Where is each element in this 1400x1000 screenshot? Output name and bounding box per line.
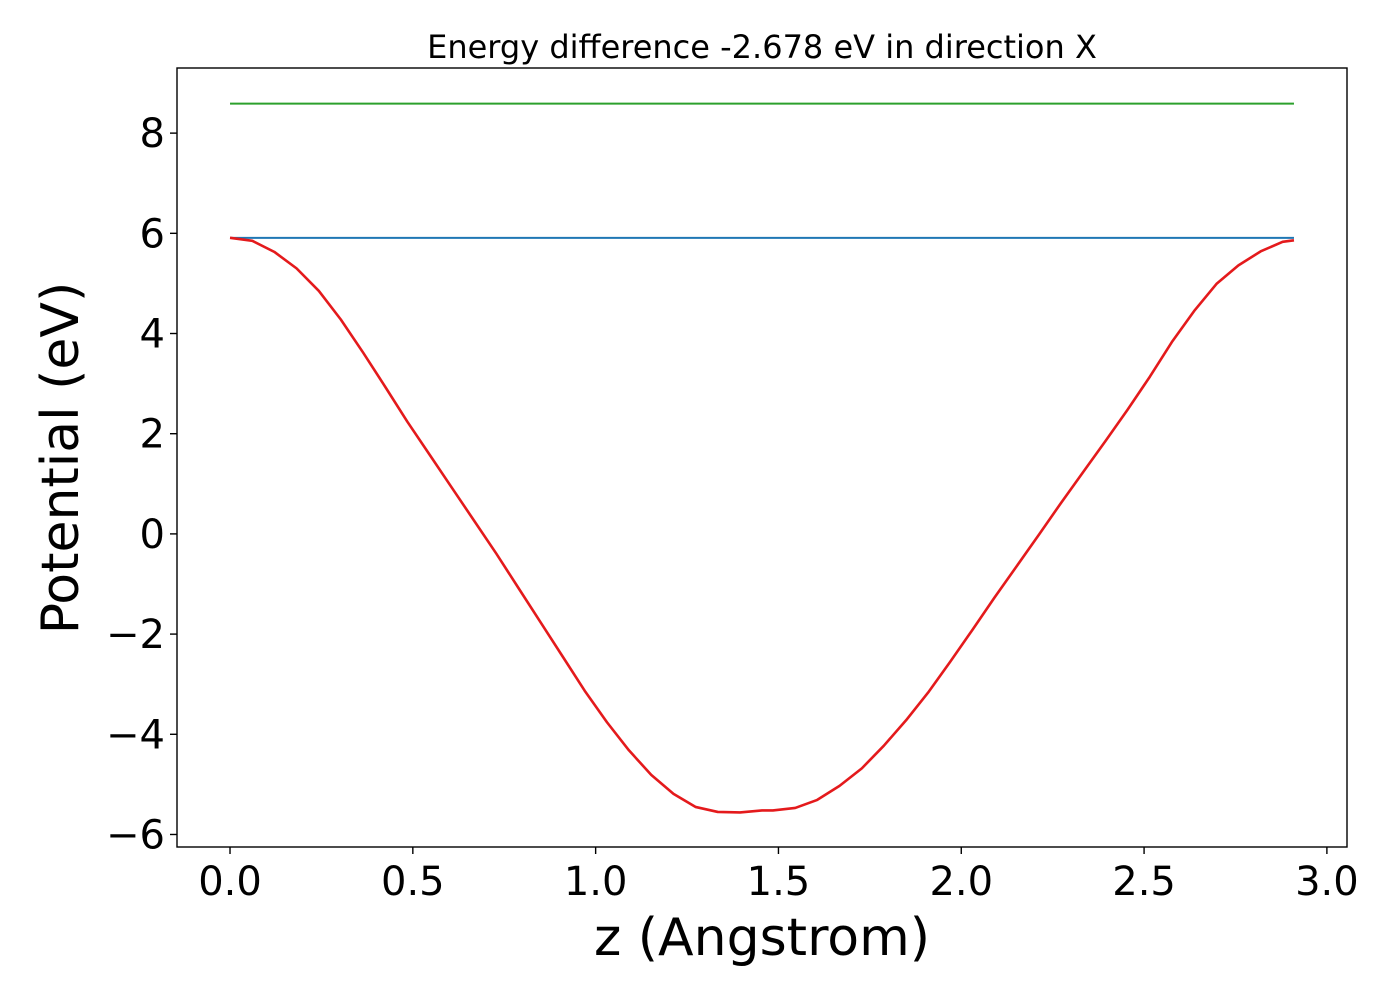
x-tick-label-1: 0.5 <box>381 859 445 905</box>
y-axis-ticks: −6 −4 −2 0 2 4 6 8 <box>106 111 177 858</box>
y-tick-label-5: 4 <box>140 312 165 358</box>
x-tick-label-2: 1.0 <box>564 859 628 905</box>
y-tick-label-0: −6 <box>106 812 165 858</box>
x-tick-label-4: 2.0 <box>929 859 993 905</box>
series-layer <box>229 102 1295 814</box>
y-tick-label-1: −4 <box>106 712 165 758</box>
y-tick-label-7: 8 <box>140 111 165 157</box>
x-tick-label-0: 0.0 <box>198 859 262 905</box>
x-tick-label-5: 2.5 <box>1112 859 1176 905</box>
plot-frame <box>176 67 1348 848</box>
x-axis-ticks: 0.0 0.5 1.0 1.5 2.0 2.5 3.0 <box>198 847 1359 905</box>
y-axis-label: Potential (eV) <box>31 282 91 634</box>
series-line-2 <box>229 236 1295 814</box>
x-tick-label-6: 3.0 <box>1295 859 1359 905</box>
x-tick-label-3: 1.5 <box>747 859 811 905</box>
y-tick-label-6: 6 <box>140 211 165 257</box>
y-tick-label-3: 0 <box>140 512 165 558</box>
y-tick-label-4: 2 <box>140 412 165 458</box>
x-axis-label: z (Angstrom) <box>594 908 930 968</box>
y-tick-label-2: −2 <box>106 612 165 658</box>
chart-title: Energy difference -2.678 eV in direction… <box>427 28 1097 66</box>
